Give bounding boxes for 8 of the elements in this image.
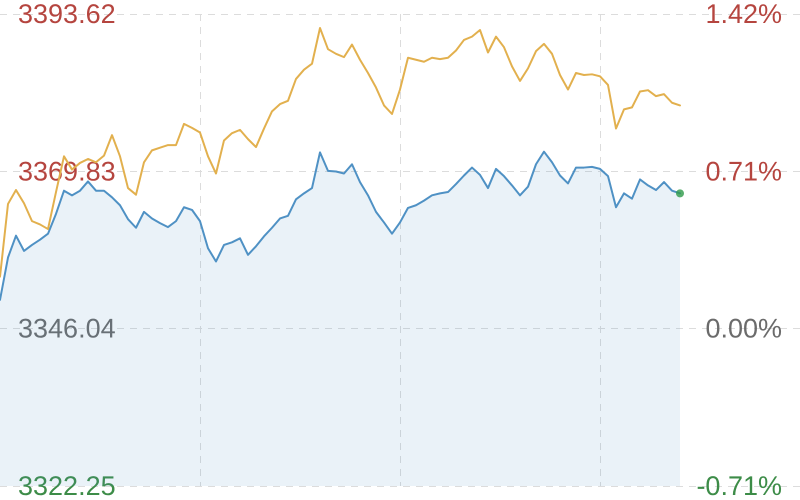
- y-tick-label: 3346.04: [18, 314, 116, 344]
- y-tick-label: 3393.62: [18, 0, 116, 29]
- line-series: [0, 27, 681, 278]
- y2-tick-label: 1.42%: [705, 0, 782, 29]
- y2-tick-label: -0.71%: [696, 471, 782, 500]
- y2-tick-label: 0.00%: [705, 314, 782, 344]
- y2-tick-label: 0.71%: [705, 156, 782, 186]
- y-tick-label: 3322.25: [18, 471, 116, 500]
